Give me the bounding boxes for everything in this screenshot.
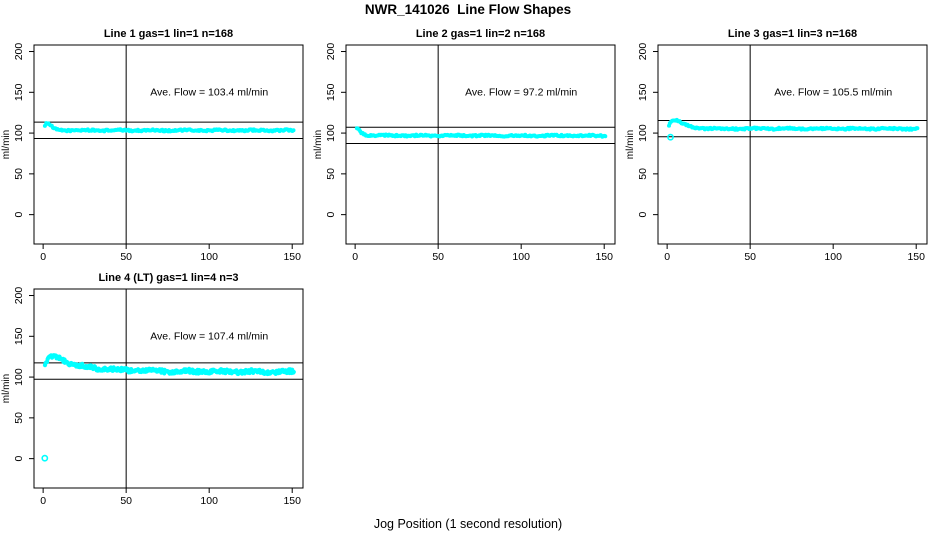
y-tick-label: 100 [325, 124, 337, 142]
plot-box [33, 44, 304, 245]
x-tick-label: 50 [744, 251, 756, 263]
plot-box [33, 288, 304, 489]
y-tick-label: 50 [13, 168, 25, 180]
reference-lines [34, 289, 303, 488]
subplot-line-1: Line 1 gas=1 lin=1 n=168 0 50 100 150 0 50 100 1… [1, 28, 304, 263]
plot-box [657, 44, 928, 245]
ave-flow-annotation: Ave. Flow = 103.4 ml/min [150, 86, 268, 98]
outlier-points [667, 133, 674, 141]
x-tick-label: 0 [40, 495, 46, 507]
reference-lines [658, 45, 927, 244]
y-axis-title: ml/min [313, 130, 324, 159]
y-axis: 0 50 100 150 200 [325, 43, 346, 218]
y-axis: 0 50 100 150 200 [13, 287, 34, 462]
outlier-point [667, 133, 674, 141]
ave-flow-annotation: Ave. Flow = 105.5 ml/min [774, 86, 892, 98]
x-tick-label: 50 [432, 251, 444, 263]
subplot-title: Line 2 gas=1 lin=2 n=168 [416, 28, 545, 40]
reference-lines [34, 45, 303, 244]
x-tick-label: 0 [664, 251, 670, 263]
x-axis: 0 50 100 150 [40, 488, 301, 507]
outlier-point [41, 454, 49, 462]
y-axis: 0 50 100 150 200 [637, 43, 658, 218]
y-tick-label: 50 [637, 168, 649, 180]
y-tick-label: 200 [13, 287, 25, 305]
x-tick-label: 0 [352, 251, 358, 263]
y-tick-label: 0 [325, 212, 337, 218]
outlier-points [41, 454, 49, 462]
y-axis: 0 50 100 150 200 [13, 43, 34, 218]
x-axis: 0 50 100 150 [40, 244, 301, 263]
x-tick-label: 50 [120, 251, 132, 263]
main-title: NWR_141026 Line Flow Shapes [364, 2, 572, 17]
ave-flow-annotation: Ave. Flow = 97.2 ml/min [465, 86, 577, 98]
y-tick-label: 0 [637, 212, 649, 218]
y-axis-title: ml/min [1, 374, 12, 403]
y-tick-label: 150 [13, 327, 25, 345]
y-axis-title: ml/min [1, 130, 12, 159]
scatter-series [667, 117, 920, 132]
x-tick-label: 150 [283, 495, 301, 507]
subplot-title: Line 3 gas=1 lin=3 n=168 [728, 28, 857, 40]
x-tick-label: 100 [200, 251, 218, 263]
y-tick-label: 100 [637, 124, 649, 142]
x-tick-label: 100 [824, 251, 842, 263]
subplot-line-4: Line 4 (LT) gas=1 lin=4 n=3 0 50 100 150 0 50 1… [1, 272, 304, 507]
y-tick-label: 100 [13, 368, 25, 386]
y-tick-label: 200 [13, 43, 25, 61]
y-tick-label: 0 [13, 212, 25, 218]
y-tick-label: 50 [13, 412, 25, 424]
x-tick-label: 50 [120, 495, 132, 507]
y-tick-label: 150 [325, 83, 337, 101]
subplot-title: Line 4 (LT) gas=1 lin=4 n=3 [98, 272, 238, 284]
x-tick-label: 150 [283, 251, 301, 263]
x-axis: 0 50 100 150 [664, 244, 925, 263]
x-axis-label: Jog Position (1 second resolution) [373, 517, 563, 531]
scatter-series [354, 126, 608, 139]
scatter-series [42, 121, 296, 134]
y-tick-label: 0 [13, 456, 25, 462]
x-axis: 0 50 100 150 [352, 244, 613, 263]
subplot-line-2: Line 2 gas=1 lin=2 n=168 0 50 100 150 0 50 100 1… [313, 28, 616, 263]
reference-lines [346, 45, 615, 244]
subplot-line-3: Line 3 gas=1 lin=3 n=168 0 50 100 150 0 50 100 1… [625, 28, 928, 263]
scatter-series [42, 353, 296, 377]
subplot-title: Line 1 gas=1 lin=1 n=168 [104, 28, 233, 40]
y-tick-label: 150 [13, 83, 25, 101]
y-tick-label: 150 [637, 83, 649, 101]
y-tick-label: 200 [325, 43, 337, 61]
x-tick-label: 100 [200, 495, 218, 507]
y-axis-title: ml/min [625, 130, 636, 159]
y-tick-label: 100 [13, 124, 25, 142]
plot-box [345, 44, 616, 245]
x-tick-label: 150 [595, 251, 613, 263]
x-tick-label: 0 [40, 251, 46, 263]
ave-flow-annotation: Ave. Flow = 107.4 ml/min [150, 330, 268, 342]
y-tick-label: 200 [637, 43, 649, 61]
y-tick-label: 50 [325, 168, 337, 180]
x-tick-label: 100 [512, 251, 530, 263]
x-tick-label: 150 [907, 251, 925, 263]
